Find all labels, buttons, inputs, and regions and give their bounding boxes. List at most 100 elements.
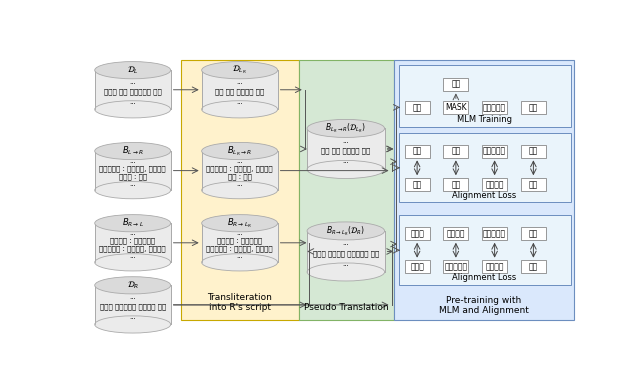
FancyBboxPatch shape xyxy=(180,60,298,320)
Text: ...: ... xyxy=(129,99,136,105)
Text: अच्छा : चंगा, रपीआ: अच्छा : चंगा, रपीआ xyxy=(99,245,166,252)
FancyBboxPatch shape xyxy=(482,100,508,114)
Text: इक : एक: इक : एक xyxy=(228,173,252,180)
Ellipse shape xyxy=(202,142,278,160)
FancyBboxPatch shape xyxy=(444,227,468,240)
FancyBboxPatch shape xyxy=(298,60,394,320)
Ellipse shape xyxy=(95,277,171,294)
Text: $B_{L_R\rightarrow R}(\mathcal{D}_{L_R})$: $B_{L_R\rightarrow R}(\mathcal{D}_{L_R})… xyxy=(325,122,366,135)
Text: इह: इह xyxy=(413,147,422,156)
FancyBboxPatch shape xyxy=(394,60,575,320)
FancyBboxPatch shape xyxy=(404,260,429,273)
Text: इह एक बंदर है: इह एक बंदर है xyxy=(321,148,371,154)
Text: इक: इक xyxy=(451,147,461,156)
FancyBboxPatch shape xyxy=(399,133,570,202)
FancyBboxPatch shape xyxy=(521,144,546,158)
FancyBboxPatch shape xyxy=(444,144,468,158)
Ellipse shape xyxy=(202,101,278,118)
Text: बालक : मुंडा: बालक : मुंडा xyxy=(110,237,156,244)
Text: Transliteration
into R's script: Transliteration into R's script xyxy=(207,293,272,312)
Text: बांदर : बंदर, वानर: बांदर : बंदर, वानर xyxy=(206,165,273,172)
FancyBboxPatch shape xyxy=(482,144,508,158)
Text: ...: ... xyxy=(129,181,136,187)
FancyBboxPatch shape xyxy=(521,227,546,240)
FancyBboxPatch shape xyxy=(444,178,468,191)
Text: है: है xyxy=(529,103,538,112)
Ellipse shape xyxy=(307,222,385,240)
Text: राम चंगा मुंडा है: राम चंगा मुंडा है xyxy=(313,250,379,257)
FancyBboxPatch shape xyxy=(307,231,385,272)
Text: बालक: बालक xyxy=(485,262,504,271)
Text: ...: ... xyxy=(129,230,136,236)
FancyBboxPatch shape xyxy=(399,65,570,127)
Text: राम अच्छा बालक है: राम अच्छा बालक है xyxy=(100,303,166,310)
FancyBboxPatch shape xyxy=(307,128,385,170)
Text: $\mathcal{D}_{L_R}$: $\mathcal{D}_{L_R}$ xyxy=(232,64,247,76)
Ellipse shape xyxy=(95,214,171,232)
FancyBboxPatch shape xyxy=(521,100,546,114)
Text: ...: ... xyxy=(236,254,243,260)
FancyBboxPatch shape xyxy=(95,151,171,190)
Text: MLM Training: MLM Training xyxy=(457,115,512,124)
Ellipse shape xyxy=(95,182,171,199)
FancyBboxPatch shape xyxy=(202,70,278,110)
Text: $B_{R\rightarrow L}$: $B_{R\rightarrow L}$ xyxy=(122,217,143,229)
Text: ...: ... xyxy=(129,314,136,320)
Text: ...: ... xyxy=(342,138,349,144)
Ellipse shape xyxy=(95,142,171,160)
FancyBboxPatch shape xyxy=(95,223,171,262)
Text: बांदर: बांदर xyxy=(483,103,506,112)
Ellipse shape xyxy=(202,182,278,199)
Ellipse shape xyxy=(95,101,171,118)
FancyBboxPatch shape xyxy=(95,70,171,110)
Text: एक: एक xyxy=(451,180,461,189)
Text: राम: राम xyxy=(410,229,424,238)
Text: ...: ... xyxy=(236,99,243,105)
Ellipse shape xyxy=(202,254,278,271)
Text: ...: ... xyxy=(342,158,349,164)
Text: इह: इह xyxy=(413,103,422,112)
FancyBboxPatch shape xyxy=(482,178,508,191)
Text: ...: ... xyxy=(342,261,349,267)
Text: है: है xyxy=(529,147,538,156)
Ellipse shape xyxy=(95,62,171,79)
Text: Alignment Loss: Alignment Loss xyxy=(452,190,516,200)
FancyBboxPatch shape xyxy=(399,215,570,285)
Text: है: है xyxy=(529,229,538,238)
FancyBboxPatch shape xyxy=(404,227,429,240)
Ellipse shape xyxy=(307,160,385,178)
Text: बांदर: बांदर xyxy=(483,147,506,156)
Text: ...: ... xyxy=(129,79,136,85)
Text: ...: ... xyxy=(129,294,136,300)
Ellipse shape xyxy=(95,254,171,271)
FancyBboxPatch shape xyxy=(444,78,468,91)
Text: Pre-training with
MLM and Alignment: Pre-training with MLM and Alignment xyxy=(439,296,529,315)
FancyBboxPatch shape xyxy=(521,178,546,191)
FancyBboxPatch shape xyxy=(404,100,429,114)
Text: इह इक बंदर है: इह इक बंदर है xyxy=(215,88,264,95)
Text: इह: इह xyxy=(413,180,422,189)
FancyBboxPatch shape xyxy=(521,260,546,273)
Text: $B_{L\rightarrow R}$: $B_{L\rightarrow R}$ xyxy=(122,145,143,157)
Ellipse shape xyxy=(307,119,385,138)
Text: है: है xyxy=(529,180,538,189)
FancyBboxPatch shape xyxy=(404,144,429,158)
Text: ...: ... xyxy=(236,230,243,236)
Text: $B_{R\rightarrow L_R}$: $B_{R\rightarrow L_R}$ xyxy=(227,216,252,230)
Text: चंगा: चंगा xyxy=(447,229,465,238)
FancyBboxPatch shape xyxy=(482,260,508,273)
Text: अच्छा : चंगा, वधीआ: अच्छा : चंगा, वधीआ xyxy=(206,245,273,252)
FancyBboxPatch shape xyxy=(444,100,468,114)
Text: ...: ... xyxy=(236,79,243,85)
Text: ...: ... xyxy=(129,254,136,260)
Text: इक: इक xyxy=(451,80,461,89)
Text: बांदर : बंदर, वानर: बांदर : बंदर, वानर xyxy=(99,165,166,172)
Text: सिह : एक: सिह : एक xyxy=(118,173,147,180)
Text: ...: ... xyxy=(236,158,243,164)
Text: मुंडा: मुंडा xyxy=(483,229,506,238)
Ellipse shape xyxy=(202,62,278,79)
Text: $\mathcal{D}_R$: $\mathcal{D}_R$ xyxy=(127,279,139,291)
Text: है: है xyxy=(529,262,538,271)
Ellipse shape xyxy=(202,214,278,232)
Text: $\mathcal{D}_L$: $\mathcal{D}_L$ xyxy=(127,64,138,76)
